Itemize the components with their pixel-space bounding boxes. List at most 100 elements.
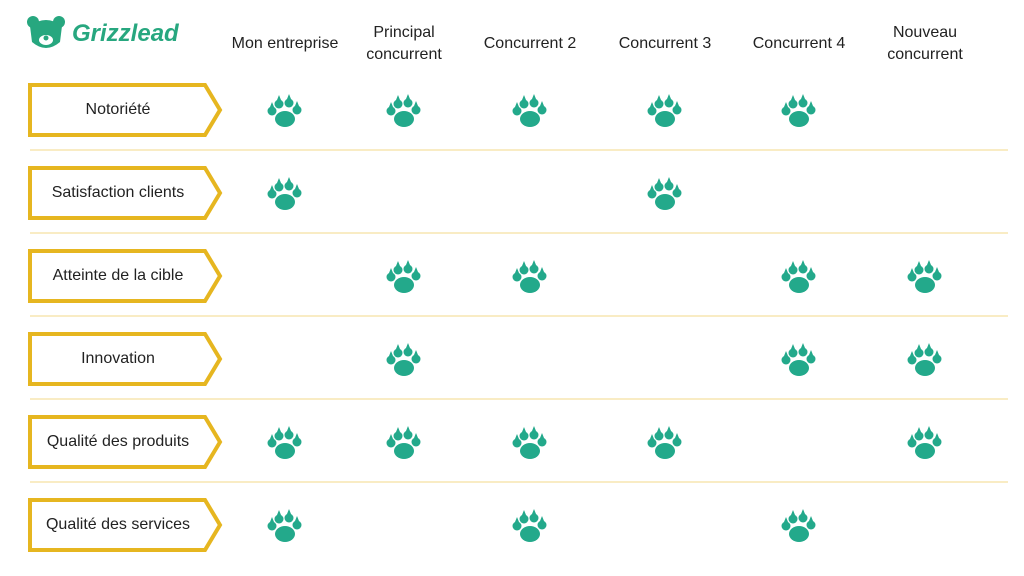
paw-claw [295,184,299,189]
paw-icon [647,177,682,210]
paw-toe [798,347,808,357]
paw-toe [284,513,294,523]
paw-claw [532,94,536,99]
paw-toe [284,430,294,440]
paw-claw [414,101,418,106]
paw-claw [801,343,805,348]
paw-claw [657,178,661,183]
paw-claw [791,95,795,100]
paw-toe [519,99,529,109]
paw-toe [664,430,674,440]
paw-toe [907,438,917,448]
paw-pad [789,526,809,542]
label-box [28,415,223,469]
paw-toe [806,271,816,281]
paw-toe [292,188,302,198]
paw-toe [403,264,413,274]
row-label: Atteinte de la cible [52,267,184,284]
paw-claw [540,516,544,521]
paw-claw [287,509,291,514]
paw-toe [924,430,934,440]
paw-claw [675,184,679,189]
paw-toe [393,431,403,441]
paw-toe [781,355,791,365]
paw-claw [910,351,914,356]
paw-claw [675,101,679,106]
paw-claw [657,95,661,100]
paw-claw [270,517,274,522]
column-header: Concurrent 3 [618,35,712,52]
paw-claw [515,517,519,522]
paw-claw [532,509,536,514]
label-box [28,166,223,220]
column-header: Mon entreprise [231,35,339,52]
paw-claw [927,426,931,431]
paw-pad [520,111,540,127]
paw-toe [411,105,421,115]
paw-claw [532,260,536,265]
paw-pad [275,443,295,459]
paw-claw [650,102,654,107]
paw-toe [924,264,934,274]
paw-toe [512,521,522,531]
paw-claw [540,433,544,438]
paw-toe [292,437,302,447]
paw-claw [784,268,788,273]
label-box [28,249,223,303]
paw-claw [295,101,299,106]
paw-toe [386,355,396,365]
paw-icon [907,426,942,459]
paw-icon [512,94,547,127]
paw-claw [927,343,931,348]
paw-icon [386,343,421,376]
paw-claw [935,267,939,272]
paw-claw [657,427,661,432]
paw-toe [537,271,547,281]
paw-toe [411,437,421,447]
paw-icon [781,94,816,127]
row-label: Qualité des produits [46,433,190,450]
logo-text: Grizzlead [72,20,179,47]
paw-toe [932,271,942,281]
paw-toe [806,354,816,364]
paw-claw [277,427,281,432]
label-box [28,498,223,552]
paw-toe [932,354,942,364]
paw-claw [522,427,526,432]
paw-toe [274,514,284,524]
paw-claw [784,517,788,522]
paw-toe [529,98,539,108]
paw-icon [781,343,816,376]
paw-toe [647,438,657,448]
paw-claw [287,426,291,431]
paw-claw [532,426,536,431]
paw-toe [519,265,529,275]
paw-toe [798,264,808,274]
paw-toe [267,438,277,448]
paw-claw [522,510,526,515]
paw-pad [915,360,935,376]
paw-icon [512,509,547,542]
paw-pad [394,111,414,127]
paw-claw [791,261,795,266]
paw-claw [406,94,410,99]
paw-claw [784,351,788,356]
paw-claw [396,344,400,349]
paw-claw [277,178,281,183]
paw-claw [522,261,526,266]
paw-toe [806,520,816,530]
paw-pad [394,360,414,376]
paw-toe [386,438,396,448]
paw-toe [647,106,657,116]
paw-toe [647,189,657,199]
paw-claw [791,510,795,515]
label-box [28,83,223,137]
paw-claw [295,433,299,438]
paw-toe [788,514,798,524]
paw-claw [406,426,410,431]
paw-toe [537,437,547,447]
paw-pad [655,443,675,459]
paw-pad [915,277,935,293]
paw-claw [295,516,299,521]
paw-toe [411,271,421,281]
